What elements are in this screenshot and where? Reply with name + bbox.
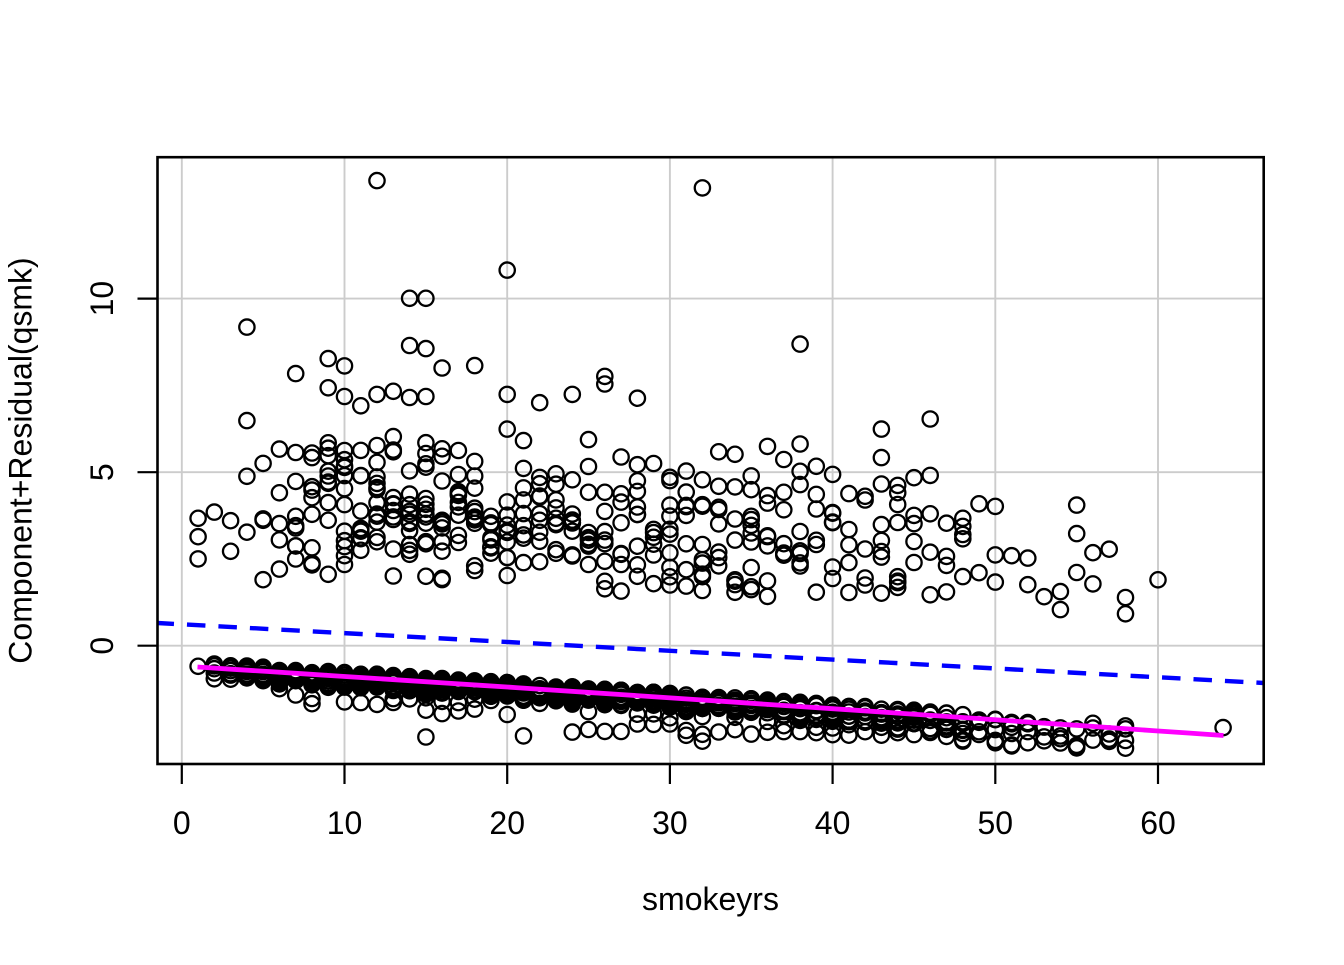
svg-text:smokeyrs: smokeyrs <box>642 881 779 917</box>
svg-text:5: 5 <box>84 463 120 481</box>
svg-text:30: 30 <box>652 805 688 841</box>
svg-text:50: 50 <box>978 805 1014 841</box>
svg-text:0: 0 <box>173 805 191 841</box>
svg-text:10: 10 <box>84 281 120 317</box>
svg-text:20: 20 <box>489 805 525 841</box>
svg-text:10: 10 <box>327 805 363 841</box>
svg-text:0: 0 <box>84 637 120 655</box>
svg-text:40: 40 <box>815 805 851 841</box>
svg-text:60: 60 <box>1140 805 1176 841</box>
svg-text:Component+Residual(qsmk): Component+Residual(qsmk) <box>3 257 39 663</box>
